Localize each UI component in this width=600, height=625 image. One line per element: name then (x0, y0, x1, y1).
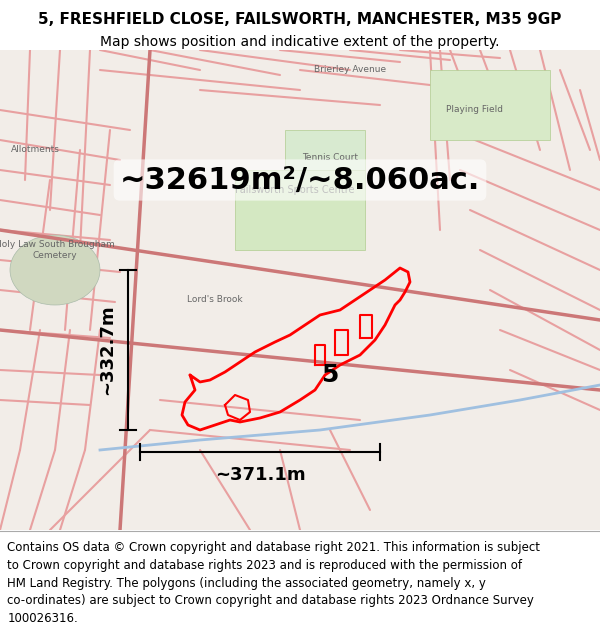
Text: Failsworth Sports Centre: Failsworth Sports Centre (235, 185, 355, 195)
Text: ~32619m²/~8.060ac.: ~32619m²/~8.060ac. (120, 166, 480, 194)
Text: to Crown copyright and database rights 2023 and is reproduced with the permissio: to Crown copyright and database rights 2… (7, 559, 522, 572)
Text: HM Land Registry. The polygons (including the associated geometry, namely x, y: HM Land Registry. The polygons (includin… (7, 576, 486, 589)
Text: Allotments: Allotments (11, 146, 59, 154)
Text: Contains OS data © Crown copyright and database right 2021. This information is : Contains OS data © Crown copyright and d… (7, 541, 540, 554)
Bar (430, 70, 550, 140)
Text: ~332.7m: ~332.7m (98, 304, 116, 396)
Text: 100026316.: 100026316. (7, 612, 78, 625)
Text: 5: 5 (322, 363, 338, 387)
Bar (285, 130, 365, 170)
Text: ~371.1m: ~371.1m (215, 466, 305, 484)
Text: Playing Field: Playing Field (446, 106, 503, 114)
Text: Tennis Court: Tennis Court (302, 154, 358, 162)
Bar (235, 170, 365, 250)
Text: Holy Law South Brougham
Cemetery: Holy Law South Brougham Cemetery (0, 240, 115, 260)
Ellipse shape (10, 235, 100, 305)
Text: co-ordinates) are subject to Crown copyright and database rights 2023 Ordnance S: co-ordinates) are subject to Crown copyr… (7, 594, 534, 607)
Text: Brierley Avenue: Brierley Avenue (314, 66, 386, 74)
Text: 5, FRESHFIELD CLOSE, FAILSWORTH, MANCHESTER, M35 9GP: 5, FRESHFIELD CLOSE, FAILSWORTH, MANCHES… (38, 12, 562, 28)
Text: Map shows position and indicative extent of the property.: Map shows position and indicative extent… (100, 35, 500, 49)
Text: Lord's Brook: Lord's Brook (187, 296, 243, 304)
